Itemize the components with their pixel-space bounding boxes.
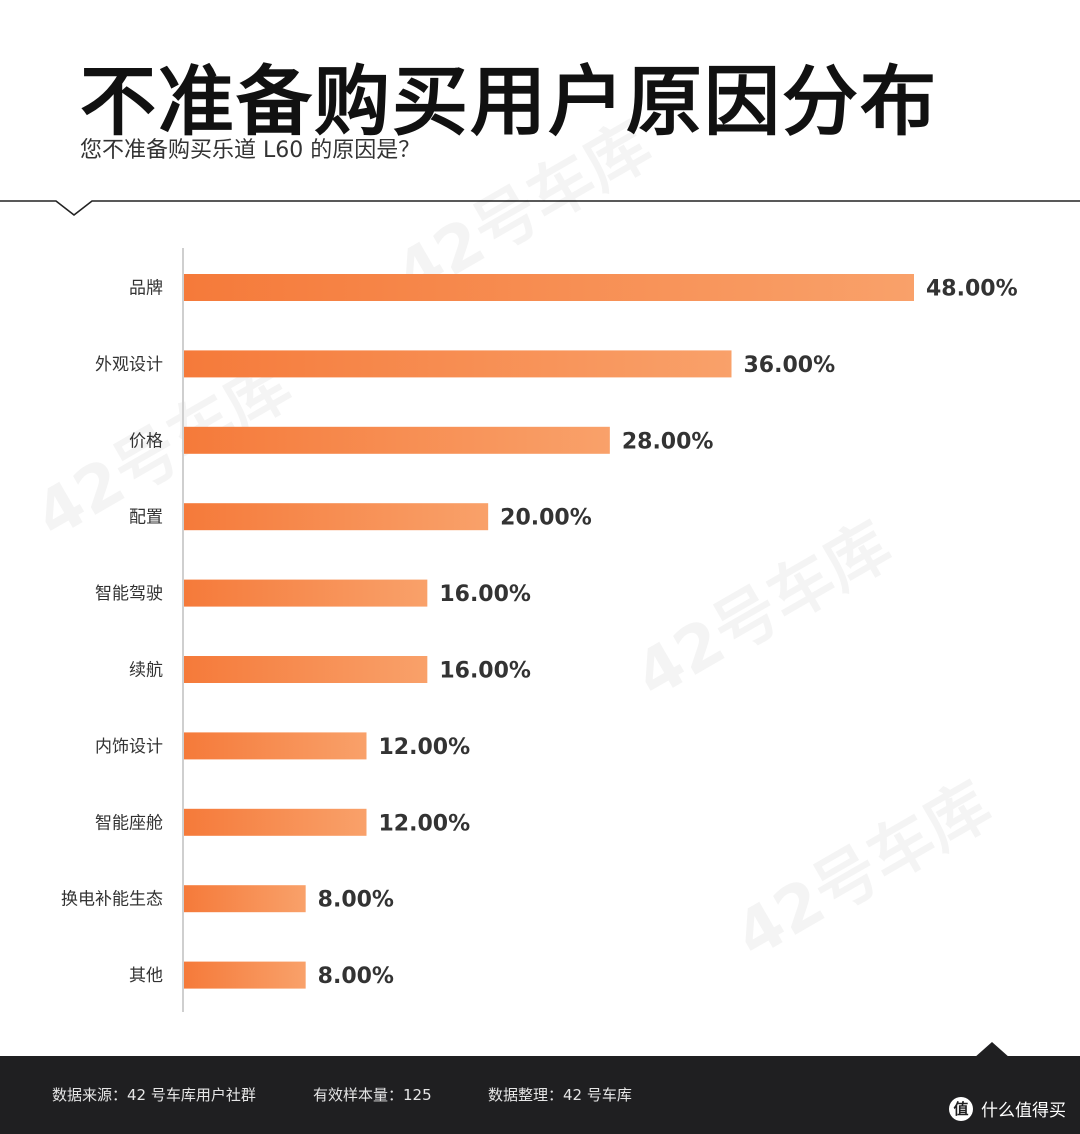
category-label: 其他 (129, 966, 163, 986)
category-label: 智能座舱 (95, 813, 163, 833)
page-title: 不准备购买用户原因分布 (80, 57, 938, 146)
value-label: 12.00% (379, 811, 471, 836)
footer-pointer-icon (974, 1042, 1010, 1058)
bar (184, 656, 428, 683)
header-divider (0, 200, 1080, 217)
category-label: 配置 (129, 508, 163, 528)
bar (184, 808, 367, 836)
category-label: 续航 (129, 661, 163, 681)
value-label: 36.00% (744, 353, 836, 378)
sample-size: 有效样本量：125 (313, 1086, 432, 1104)
data-source: 数据来源：42 号车库用户社群 (52, 1086, 256, 1104)
value-label: 8.00% (318, 964, 394, 989)
category-label: 换电补能生态 (61, 890, 163, 910)
chart-area: 品牌 48.00% 外观设计 36.00% 价格 28.00% 配置 20.00% 智能驾驶 16… (0, 230, 1080, 1030)
category-label: 价格 (129, 431, 163, 451)
bar (184, 426, 610, 454)
value-label: 16.00% (439, 659, 531, 684)
value-label: 8.00% (318, 888, 394, 913)
brand-icon: 值 (949, 1096, 973, 1121)
value-label: 16.00% (439, 582, 531, 607)
page-subtitle: 您不准备购买乐道 L60 的原因是？ (80, 138, 421, 163)
bar (184, 274, 914, 301)
bar (184, 579, 428, 607)
bar (184, 961, 306, 989)
bar (184, 503, 489, 531)
category-label: 外观设计 (95, 355, 163, 375)
category-label: 智能驾驶 (95, 584, 163, 604)
value-label: 20.00% (500, 506, 592, 531)
brand-name: 什么值得买 (981, 1101, 1066, 1121)
bar (184, 350, 732, 378)
footer: 数据来源：42 号车库用户社群 有效样本量：125 数据整理：42 号车库 值 … (0, 1042, 1080, 1134)
value-label: 28.00% (622, 429, 714, 454)
header: 不准备购买用户原因分布 您不准备购买乐道 L60 的原因是？ (0, 0, 1080, 217)
value-label: 12.00% (379, 735, 471, 760)
brand-logo: 值 什么值得买 (949, 1096, 1066, 1121)
data-compiled-by: 数据整理：42 号车库 (488, 1086, 632, 1104)
bar (184, 885, 306, 913)
bar-chart: 品牌 48.00% 外观设计 36.00% 价格 28.00% 配置 20.00% 智能驾驶 16… (61, 248, 1018, 1012)
value-label: 48.00% (926, 277, 1018, 302)
category-label: 品牌 (129, 279, 163, 299)
bar (184, 732, 367, 760)
category-label: 内饰设计 (95, 737, 163, 757)
